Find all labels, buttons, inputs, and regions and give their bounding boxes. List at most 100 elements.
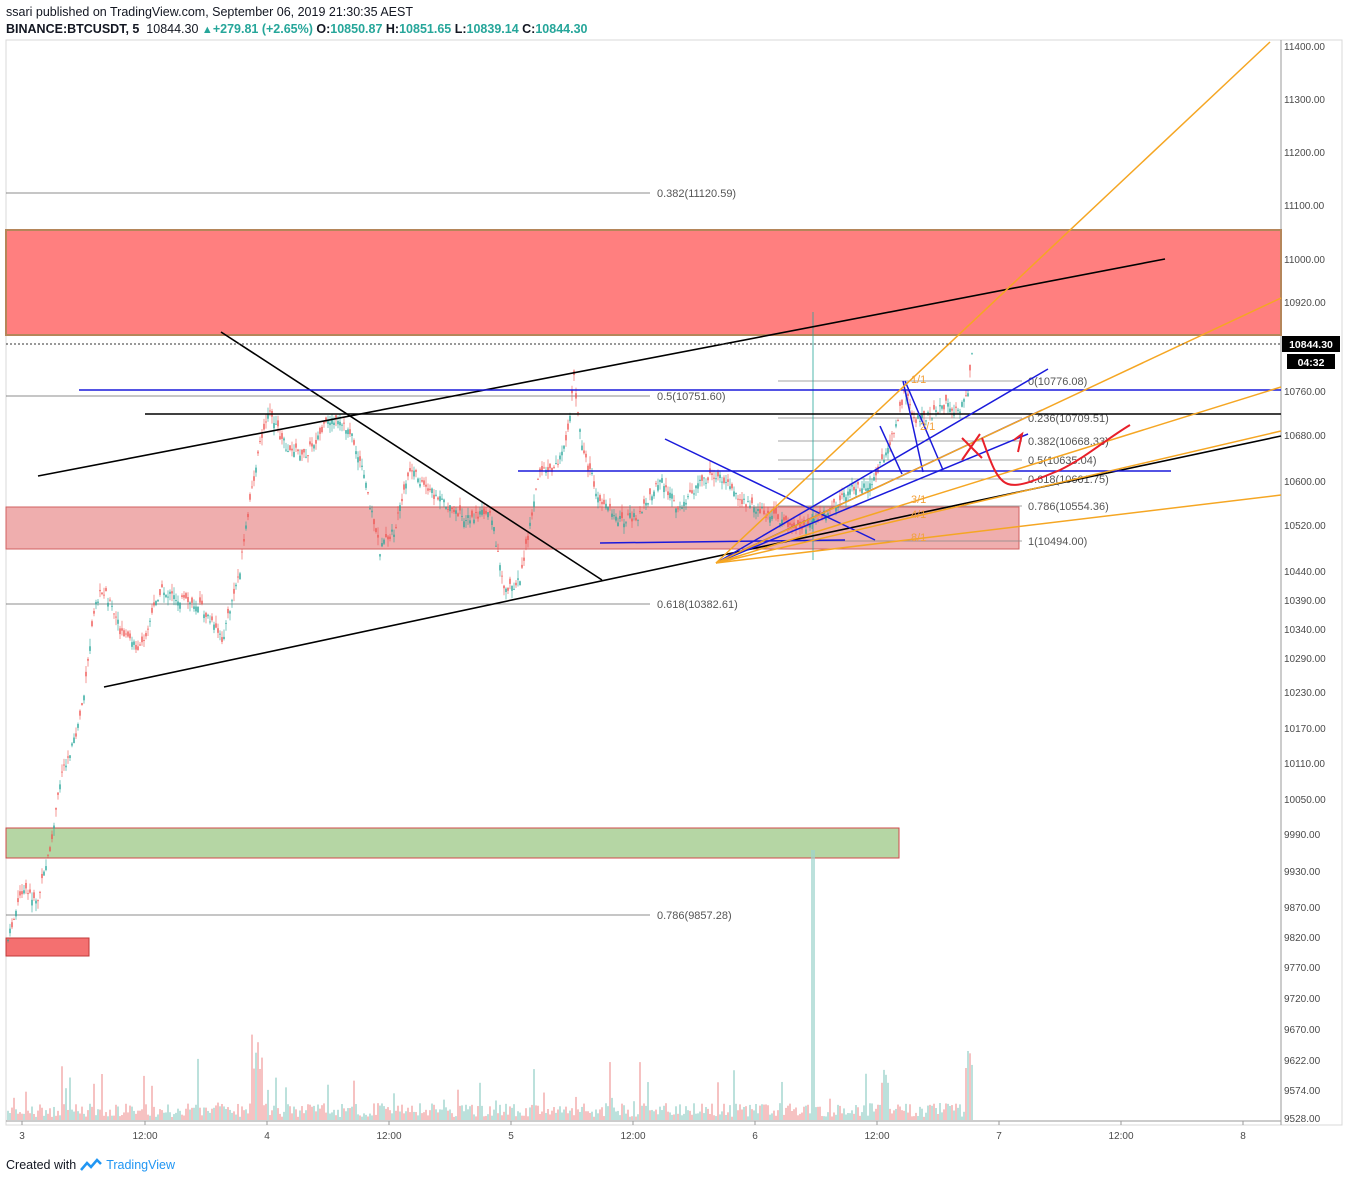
volume-bar bbox=[95, 1115, 97, 1120]
volume-bar bbox=[639, 1062, 641, 1120]
volume-bar bbox=[525, 1108, 527, 1120]
candle-body bbox=[473, 519, 475, 524]
candle-body bbox=[783, 517, 785, 521]
candle-body bbox=[535, 488, 537, 490]
volume-bar bbox=[261, 1057, 263, 1120]
candle-body bbox=[53, 825, 55, 829]
volume-bar bbox=[107, 1116, 109, 1120]
candle-body bbox=[925, 420, 927, 422]
volume-bar bbox=[549, 1114, 551, 1120]
volume-bar bbox=[711, 1103, 713, 1120]
volume-bar bbox=[407, 1107, 409, 1120]
candle-body bbox=[909, 403, 911, 406]
support-zone-green[interactable] bbox=[5, 827, 900, 859]
candle-body bbox=[509, 578, 511, 584]
volume-bar bbox=[961, 1116, 963, 1120]
trend-lines[interactable] bbox=[37, 258, 1282, 688]
volume-bar bbox=[919, 1106, 921, 1120]
candle-body bbox=[809, 523, 811, 528]
volume-bar bbox=[333, 1109, 335, 1120]
volume-bar bbox=[59, 1115, 61, 1120]
price-change: +279.81 (+2.65%) bbox=[212, 22, 313, 36]
candle-body bbox=[861, 488, 863, 494]
volume-bar bbox=[871, 1103, 873, 1120]
candle-body bbox=[25, 882, 27, 889]
candle-body bbox=[775, 507, 777, 514]
volume-bar bbox=[269, 1115, 271, 1120]
candle-body bbox=[151, 607, 153, 613]
y-tick-label: 11200.00 bbox=[1284, 148, 1325, 159]
candle-body bbox=[795, 526, 797, 529]
volume-bar bbox=[737, 1110, 739, 1120]
candle-body bbox=[221, 637, 223, 642]
volume-bar bbox=[695, 1113, 697, 1120]
candle-body bbox=[903, 390, 905, 392]
fib-retracement-upper[interactable] bbox=[6, 192, 650, 916]
candle-body bbox=[407, 472, 409, 477]
candle-body bbox=[487, 512, 489, 518]
volume-bar bbox=[93, 1083, 95, 1120]
volume-bar bbox=[583, 1103, 585, 1120]
candle-body bbox=[27, 893, 29, 895]
tradingview-logo-icon bbox=[80, 1158, 103, 1171]
volume-bar bbox=[189, 1109, 191, 1120]
candle-body bbox=[799, 521, 801, 528]
volume-bar bbox=[103, 1115, 105, 1120]
volume-bar bbox=[957, 1107, 959, 1120]
gann-fan[interactable] bbox=[715, 41, 1282, 564]
tradingview-brand: TradingView bbox=[106, 1158, 175, 1172]
volume-bar bbox=[717, 1082, 719, 1120]
volume-bar bbox=[147, 1114, 149, 1120]
volume-bar bbox=[527, 1116, 529, 1120]
candle-body bbox=[791, 523, 793, 528]
volume-bar bbox=[709, 1113, 711, 1120]
candle-body bbox=[663, 486, 665, 493]
volume-bar bbox=[699, 1111, 701, 1120]
candle-body bbox=[351, 433, 353, 436]
candle-body bbox=[311, 443, 313, 447]
volume-bar bbox=[85, 1116, 87, 1120]
candle-body bbox=[629, 512, 631, 518]
volume-bar bbox=[295, 1109, 297, 1120]
candle-body bbox=[689, 489, 691, 492]
volume-bar bbox=[705, 1107, 707, 1120]
gann-fan-label: 8/1 bbox=[911, 532, 926, 544]
volume-bar bbox=[121, 1114, 123, 1120]
volume-bar bbox=[439, 1109, 441, 1120]
volume-bar bbox=[37, 1110, 39, 1120]
candle-body bbox=[39, 891, 41, 893]
candle-body bbox=[113, 613, 115, 615]
resistance-zone-small[interactable] bbox=[5, 937, 90, 957]
volume-bar bbox=[875, 1108, 877, 1120]
volume-bar bbox=[613, 1107, 615, 1120]
volume-bar bbox=[869, 1103, 871, 1120]
volume-bar bbox=[663, 1105, 665, 1120]
candle-body bbox=[75, 733, 77, 737]
candle-body bbox=[173, 595, 175, 600]
candle-body bbox=[609, 503, 611, 507]
volume-bar bbox=[45, 1110, 47, 1120]
candle-body bbox=[961, 402, 963, 407]
volume-bar bbox=[753, 1110, 755, 1120]
candle-body bbox=[959, 411, 961, 413]
volume-bar bbox=[27, 1110, 29, 1120]
candle-body bbox=[543, 467, 545, 469]
candle-body bbox=[871, 484, 873, 486]
resistance-zone[interactable] bbox=[5, 229, 1282, 336]
volume-bar bbox=[25, 1091, 27, 1120]
volume-bar bbox=[165, 1112, 167, 1120]
candle-body bbox=[927, 412, 929, 414]
volume-bar bbox=[361, 1116, 363, 1120]
candle-body bbox=[223, 636, 225, 640]
volume-bar bbox=[395, 1110, 397, 1120]
candle-body bbox=[111, 605, 113, 607]
volume-bar bbox=[375, 1114, 377, 1120]
volume-bar bbox=[323, 1103, 325, 1120]
volume-bar bbox=[387, 1107, 389, 1120]
volume-bar bbox=[203, 1107, 205, 1120]
candle-body bbox=[565, 435, 567, 441]
candle-body bbox=[489, 510, 491, 513]
volume-bar bbox=[667, 1111, 669, 1120]
candle-body bbox=[217, 628, 219, 633]
